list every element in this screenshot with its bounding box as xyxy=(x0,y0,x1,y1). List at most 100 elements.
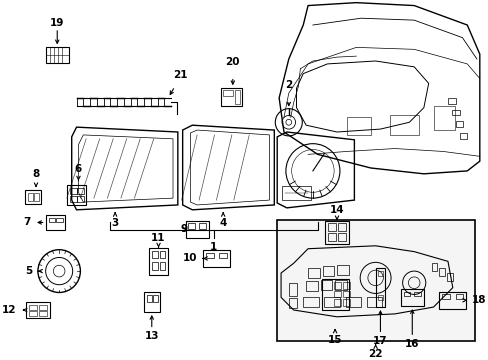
Bar xyxy=(221,88,242,106)
Bar xyxy=(28,193,33,201)
Bar xyxy=(400,289,423,306)
Bar xyxy=(333,282,340,289)
Bar xyxy=(433,106,454,130)
Bar xyxy=(307,268,319,278)
Bar xyxy=(345,297,361,307)
Text: 20: 20 xyxy=(225,57,240,67)
Bar xyxy=(56,217,63,222)
Bar xyxy=(455,121,463,127)
Text: 5: 5 xyxy=(25,266,32,276)
Bar xyxy=(77,188,84,194)
Bar xyxy=(342,291,349,297)
Bar xyxy=(205,253,213,258)
Bar xyxy=(334,280,346,289)
Bar xyxy=(333,291,340,297)
Bar xyxy=(282,186,310,200)
Bar xyxy=(377,296,383,300)
Text: 3: 3 xyxy=(111,217,119,228)
Bar xyxy=(223,90,232,96)
Text: 9: 9 xyxy=(180,224,187,234)
Bar xyxy=(151,251,157,258)
Bar xyxy=(447,98,455,104)
Bar xyxy=(431,263,436,271)
Bar xyxy=(327,224,335,231)
Bar xyxy=(337,224,345,231)
Bar xyxy=(45,48,69,63)
Text: 21: 21 xyxy=(173,71,187,80)
Bar xyxy=(321,279,348,310)
Bar xyxy=(459,133,467,139)
Bar xyxy=(188,224,195,229)
Text: 8: 8 xyxy=(32,169,40,179)
Bar xyxy=(203,250,229,267)
Text: 19: 19 xyxy=(50,18,64,28)
Text: 18: 18 xyxy=(471,295,486,305)
Text: 14: 14 xyxy=(329,205,344,215)
Bar xyxy=(144,292,159,312)
Text: 16: 16 xyxy=(404,339,419,349)
Text: 7: 7 xyxy=(23,217,30,228)
Bar xyxy=(39,305,46,310)
Bar xyxy=(34,193,39,201)
Bar xyxy=(199,224,205,229)
Text: 22: 22 xyxy=(367,349,382,359)
Bar xyxy=(305,281,317,291)
Bar xyxy=(375,268,385,307)
Bar xyxy=(159,262,165,270)
Bar xyxy=(29,305,37,310)
Bar xyxy=(48,217,55,222)
Bar xyxy=(451,110,459,116)
Text: 1: 1 xyxy=(209,242,217,252)
Bar xyxy=(288,298,296,308)
Bar xyxy=(322,266,333,276)
Text: 4: 4 xyxy=(219,217,226,228)
Bar xyxy=(438,268,444,276)
Bar xyxy=(389,116,418,135)
Text: 12: 12 xyxy=(2,305,17,315)
Bar xyxy=(333,299,340,306)
Bar xyxy=(277,220,474,341)
Bar xyxy=(77,196,84,202)
Bar xyxy=(67,185,86,205)
Bar xyxy=(185,221,208,238)
Bar xyxy=(342,299,349,306)
Bar xyxy=(234,90,239,104)
Bar xyxy=(147,296,151,302)
Bar xyxy=(446,273,452,281)
Bar xyxy=(151,262,157,270)
Bar xyxy=(327,233,335,241)
Bar xyxy=(324,297,339,307)
Text: 6: 6 xyxy=(75,164,82,174)
Bar xyxy=(39,311,46,316)
Text: 2: 2 xyxy=(285,80,292,90)
Bar xyxy=(325,221,348,244)
Bar xyxy=(342,282,349,289)
Text: 11: 11 xyxy=(151,233,165,243)
Bar xyxy=(288,283,296,296)
Bar xyxy=(303,297,318,307)
Bar xyxy=(25,190,41,204)
Bar xyxy=(403,292,409,296)
Bar xyxy=(346,117,370,135)
Bar xyxy=(320,280,331,289)
Bar xyxy=(26,302,49,318)
Bar xyxy=(455,294,463,299)
Bar xyxy=(45,215,65,230)
Bar xyxy=(337,233,345,241)
Bar xyxy=(413,292,420,296)
Text: 13: 13 xyxy=(144,332,159,341)
Bar xyxy=(159,251,165,258)
Text: 15: 15 xyxy=(327,335,342,345)
Bar xyxy=(148,248,168,275)
Bar xyxy=(438,292,466,309)
Text: 17: 17 xyxy=(372,336,387,346)
Bar xyxy=(70,196,77,202)
Bar xyxy=(441,294,449,299)
Bar xyxy=(377,271,383,276)
Bar xyxy=(336,265,348,275)
Bar xyxy=(29,311,37,316)
Text: 10: 10 xyxy=(182,253,197,264)
Bar xyxy=(70,188,77,194)
Bar xyxy=(152,296,157,302)
Bar xyxy=(219,253,226,258)
